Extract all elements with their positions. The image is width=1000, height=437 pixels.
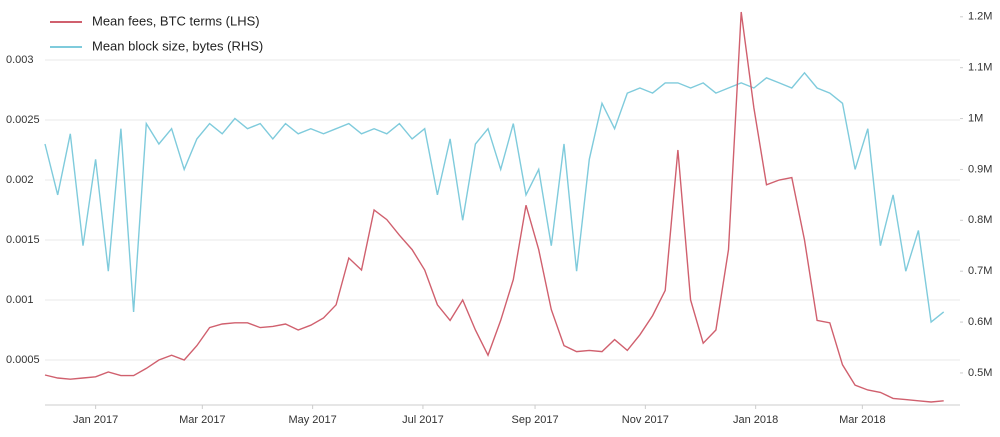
legend-label: Mean block size, bytes (RHS) (92, 38, 263, 53)
x-tick-label: Jan 2017 (73, 414, 118, 426)
y2-tick-label: 1.2M (968, 11, 992, 23)
y2-tick-label: 0.7M (968, 265, 992, 277)
y-tick-label: 0.003 (6, 54, 34, 66)
y2-tick-label: 0.9M (968, 163, 992, 175)
y-tick-label: 0.0015 (6, 234, 40, 246)
y-tick-label: 0.002 (6, 174, 34, 186)
x-tick-label: Jan 2018 (733, 414, 778, 426)
x-tick-label: Sep 2017 (511, 414, 558, 426)
y2-tick-label: 0.8M (968, 214, 992, 226)
y2-tick-label: 1.1M (968, 62, 992, 74)
y-tick-label: 0.0005 (6, 354, 40, 366)
x-tick-label: Mar 2018 (839, 414, 885, 426)
y-tick-label: 0.0025 (6, 114, 40, 126)
series-line (44, 11, 944, 403)
y-tick-label: 0.001 (6, 294, 34, 306)
x-tick-label: Mar 2017 (179, 414, 225, 426)
y2-tick-label: 0.5M (968, 367, 992, 379)
legend-label: Mean fees, BTC terms (LHS) (92, 13, 260, 28)
y2-tick-label: 1M (968, 112, 983, 124)
y2-tick-label: 0.6M (968, 316, 992, 328)
x-tick-label: Jul 2017 (402, 414, 444, 426)
series-line (44, 71, 945, 324)
x-tick-label: May 2017 (288, 414, 336, 426)
x-tick-label: Nov 2017 (622, 414, 669, 426)
